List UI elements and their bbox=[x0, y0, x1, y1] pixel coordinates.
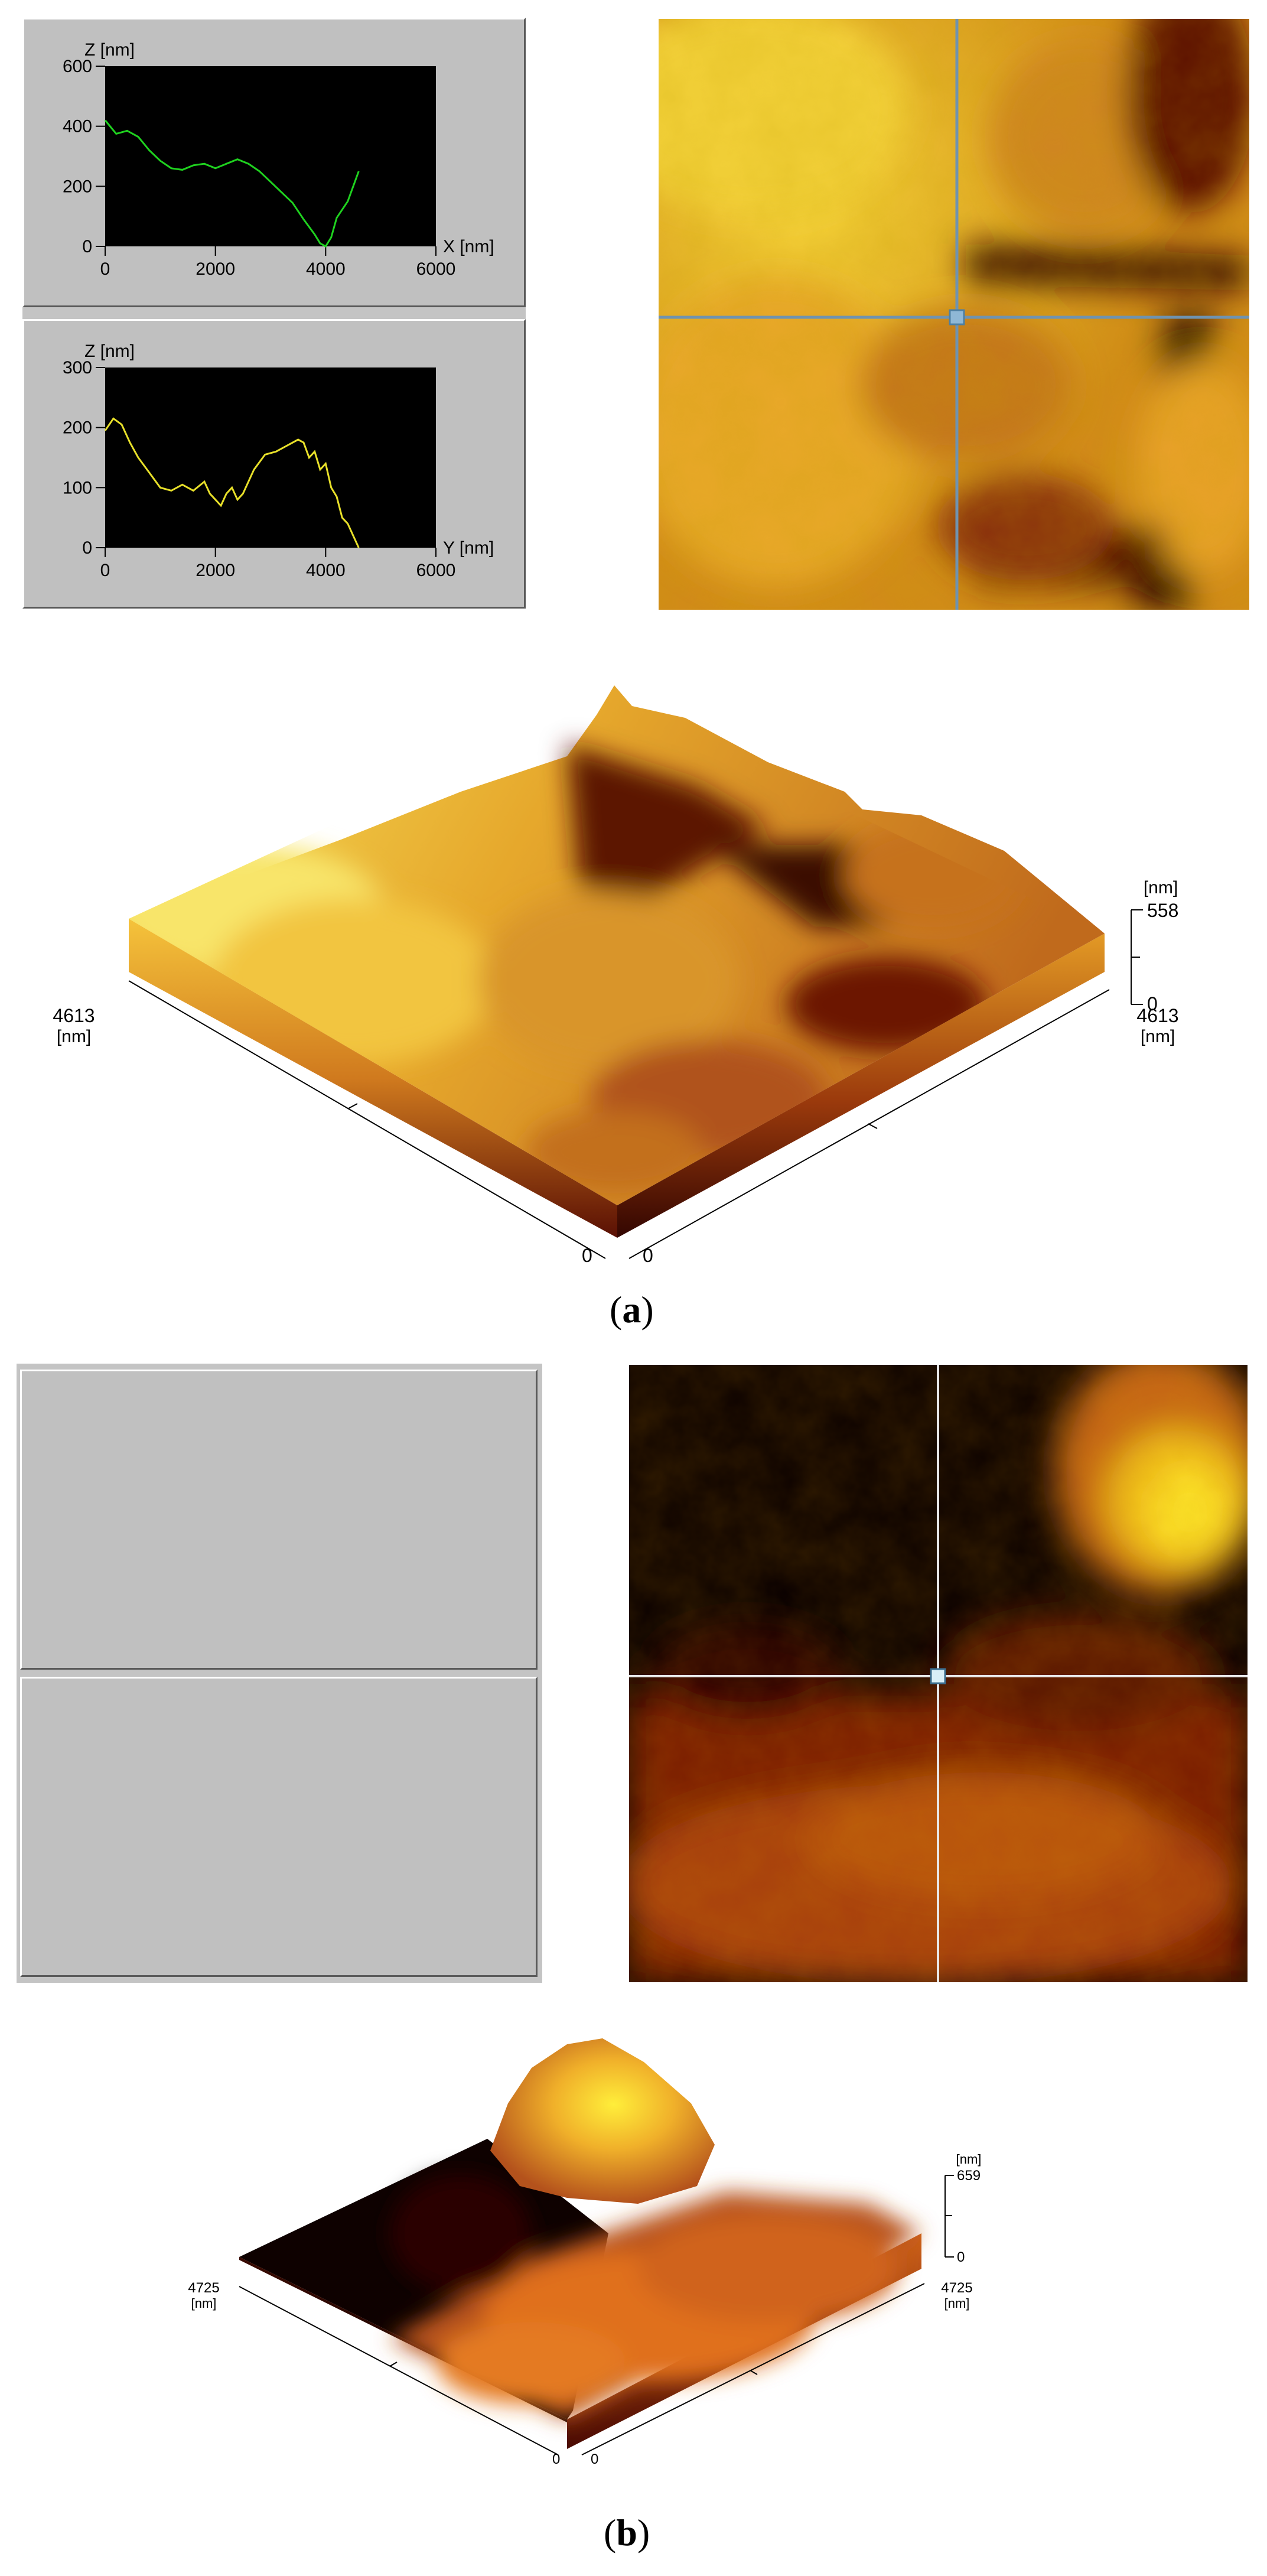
axis-left-a bbox=[128, 980, 606, 1259]
afm-3d-svg-a: [nm] 558 0 4613 [nm] 4613 [nm] 0 0 bbox=[53, 685, 1179, 1266]
caption-a: (a) bbox=[610, 1288, 654, 1332]
caption-b-open: ( bbox=[604, 2512, 617, 2554]
axis-right-a bbox=[628, 989, 1110, 1259]
afm-topview-image-a bbox=[659, 19, 1249, 610]
axis-right-size-a: 4613 bbox=[1136, 1005, 1178, 1026]
axis-left-unit-a: [nm] bbox=[57, 1027, 91, 1046]
origin-left-a: 0 bbox=[582, 1245, 592, 1266]
afm-3d-view-a: [nm] 558 0 4613 [nm] 4613 [nm] 0 0 bbox=[0, 650, 1267, 1288]
axis-left-size-b: 4725 bbox=[188, 2280, 219, 2296]
x-profile-window-b bbox=[20, 1370, 538, 1670]
zscale-bar-b bbox=[944, 2175, 954, 2258]
zscale-unit-b: [nm] bbox=[956, 2152, 982, 2167]
crosshair-marker-b[interactable] bbox=[930, 1668, 946, 1684]
caption-a-open: ( bbox=[610, 1289, 623, 1331]
caption-a-letter: a bbox=[622, 1289, 641, 1331]
surface-features bbox=[129, 744, 1022, 1193]
y-profile-window-a bbox=[22, 319, 526, 609]
afm-topview-image-b bbox=[629, 1365, 1248, 1982]
afm-3d-svg-b: [nm] 659 0 4725 [nm] 4725 [nm] 0 0 bbox=[188, 2038, 982, 2467]
origin-right-b: 0 bbox=[591, 2451, 598, 2467]
surface-b-features bbox=[390, 2174, 921, 2419]
axis-left-b bbox=[239, 2286, 559, 2455]
caption-b-letter: b bbox=[616, 2512, 637, 2554]
caption-b-close: ) bbox=[637, 2512, 650, 2554]
axis-right-unit-a: [nm] bbox=[1141, 1027, 1175, 1046]
zscale-max-b: 659 bbox=[957, 2168, 981, 2184]
surface-b-mound bbox=[490, 2038, 715, 2204]
axis-right-b bbox=[581, 2283, 925, 2455]
axis-left-unit-b: [nm] bbox=[191, 2296, 217, 2311]
origin-left-b: 0 bbox=[552, 2451, 560, 2467]
origin-right-a: 0 bbox=[643, 1245, 653, 1266]
axis-right-size-b: 4725 bbox=[941, 2280, 972, 2296]
zscale-min-a: 0 bbox=[1147, 993, 1158, 1014]
crosshair-marker[interactable] bbox=[949, 309, 965, 326]
zscale-min-b: 0 bbox=[957, 2249, 965, 2265]
caption-a-close: ) bbox=[641, 1289, 654, 1331]
surface-front-left-side bbox=[129, 919, 617, 1238]
caption-b: (b) bbox=[604, 2511, 650, 2555]
axis-right-unit-b: [nm] bbox=[944, 2296, 970, 2311]
x-profile-window-a bbox=[22, 18, 526, 307]
y-profile-window-b bbox=[20, 1677, 538, 1977]
zscale-unit-a: [nm] bbox=[1144, 878, 1178, 897]
zscale-max-a: 558 bbox=[1147, 900, 1178, 921]
axis-left-size-a: 4613 bbox=[53, 1005, 95, 1026]
zscale-bar-a bbox=[1131, 909, 1143, 1005]
afm-3d-view-b: [nm] 659 0 4725 [nm] 4725 [nm] 0 0 bbox=[0, 2009, 1267, 2493]
surface-front-right-side bbox=[617, 934, 1105, 1238]
